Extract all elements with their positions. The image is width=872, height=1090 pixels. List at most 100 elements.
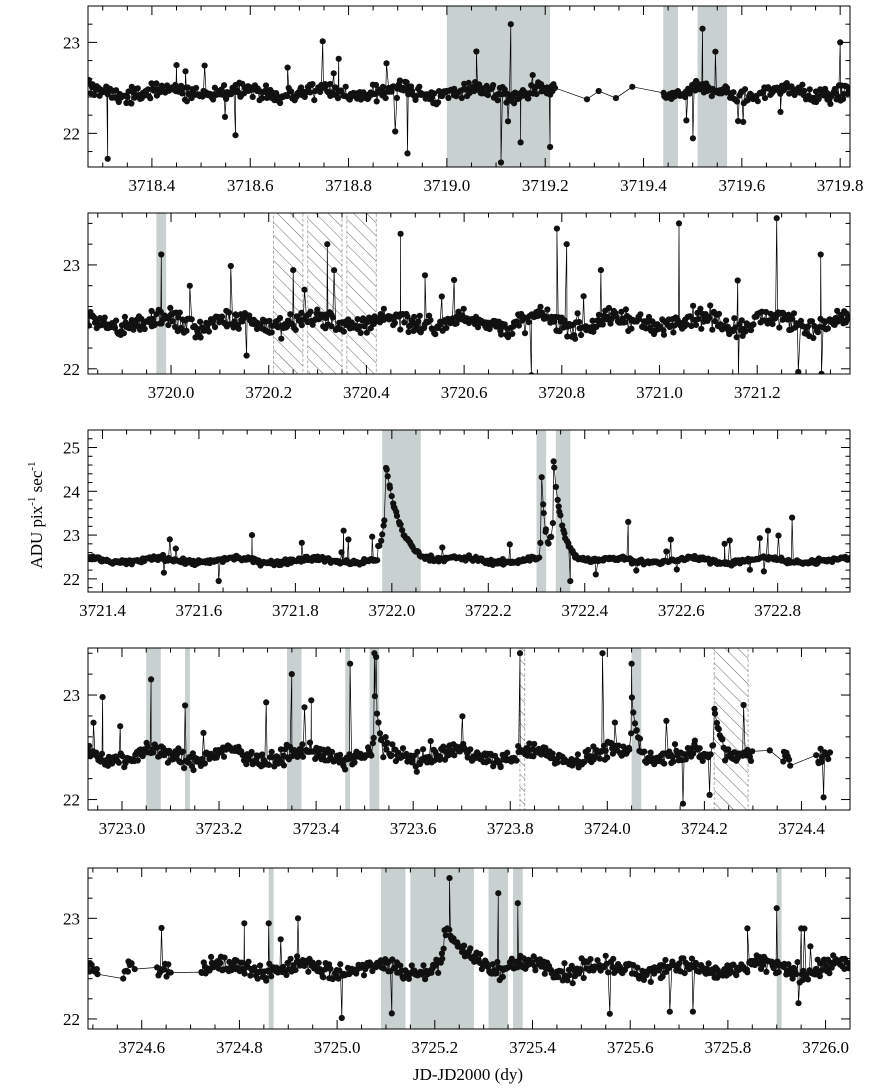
data-point: [101, 314, 108, 321]
data-point: [806, 86, 813, 93]
data-point: [458, 94, 465, 102]
data-point: [188, 316, 195, 323]
data-point: [287, 955, 294, 962]
data-point: [628, 660, 635, 667]
data-point: [460, 305, 467, 312]
data-point: [750, 321, 757, 328]
data-point: [290, 267, 297, 274]
data-point: [268, 748, 275, 756]
data-point: [400, 975, 407, 982]
data-point: [555, 974, 562, 981]
y-tick-label: 22: [63, 1010, 80, 1029]
data-point: [550, 458, 557, 465]
data-point: [707, 302, 714, 309]
data-point: [569, 980, 576, 987]
data-point: [179, 90, 186, 97]
data-point: [440, 945, 447, 952]
data-point: [342, 766, 349, 773]
data-point: [676, 960, 683, 967]
data-point: [815, 95, 822, 103]
data-point: [248, 532, 256, 539]
data-point: [510, 100, 518, 107]
data-point: [615, 742, 622, 749]
data-point: [277, 99, 284, 107]
data-point: [744, 969, 751, 976]
data-point: [711, 705, 718, 713]
data-point: [735, 376, 741, 382]
series-markers: [88, 21, 850, 166]
data-point: [559, 977, 566, 984]
data-point: [762, 308, 770, 316]
data-point: [824, 325, 832, 332]
data-point: [773, 905, 780, 912]
data-point: [465, 79, 472, 86]
data-point: [280, 963, 287, 970]
data-point: [298, 539, 305, 546]
x-tick-label: 3723.8: [487, 819, 534, 838]
data-point: [453, 320, 460, 327]
data-point: [507, 960, 514, 967]
panel-1: 3718.4 3718.6 3718.8 3719.0 3719.2 3719.4 3719…: [63, 5, 864, 195]
data-point: [536, 554, 543, 561]
data-point: [517, 139, 524, 146]
data-point: [764, 527, 772, 534]
data-point: [124, 94, 131, 101]
data-point: [595, 311, 603, 318]
data-point: [115, 759, 122, 766]
data-point: [504, 749, 511, 756]
data-point: [120, 975, 127, 982]
data-point: [248, 748, 255, 756]
shaded-interval: [345, 648, 351, 810]
data-point: [733, 334, 740, 341]
data-point: [456, 748, 464, 755]
data-point: [556, 328, 563, 335]
data-point: [373, 710, 381, 717]
data-point: [540, 509, 547, 517]
data-point: [595, 87, 602, 95]
data-point: [689, 1008, 697, 1015]
data-point: [308, 697, 315, 704]
data-point: [612, 95, 620, 102]
data-point: [699, 757, 706, 765]
x-tick-label: 3719.6: [718, 176, 765, 195]
data-point: [379, 83, 386, 90]
data-point: [525, 319, 532, 326]
data-point: [265, 920, 272, 927]
data-point: [337, 961, 344, 968]
data-point: [540, 501, 547, 508]
panel-4: 3723.0 3723.2 3723.4 3723.6 3723.8 3724.0 3724…: [63, 647, 851, 838]
data-point: [167, 304, 174, 311]
data-point: [529, 72, 536, 79]
data-point: [345, 536, 352, 543]
data-point: [241, 920, 248, 927]
data-point: [351, 759, 358, 766]
data-point: [525, 95, 532, 102]
data-point: [134, 85, 141, 92]
data-point: [383, 746, 390, 753]
shaded-interval: [185, 648, 190, 810]
data-point: [467, 746, 474, 753]
hatched-interval: [273, 213, 304, 374]
data-point: [596, 755, 603, 762]
data-point: [790, 310, 798, 317]
x-tick-label: 3723.6: [390, 819, 437, 838]
data-point: [827, 100, 834, 107]
x-tick-label: 3722.4: [561, 601, 608, 620]
data-point: [564, 977, 571, 984]
panel-frame: [87, 429, 851, 593]
data-point: [288, 671, 295, 678]
data-point: [218, 313, 226, 320]
data-point: [662, 956, 669, 964]
y-axis-label: ADU pix-1 sec-1: [26, 461, 46, 568]
data-point: [761, 95, 769, 102]
data-point: [158, 251, 165, 258]
data-point: [504, 118, 512, 125]
data-point: [825, 756, 832, 763]
data-point: [558, 968, 565, 975]
data-point: [746, 566, 754, 573]
data-point: [340, 527, 347, 534]
x-tick-label: 3724.2: [681, 819, 728, 838]
data-point: [360, 972, 368, 979]
data-point: [166, 536, 173, 543]
data-point: [775, 969, 782, 976]
